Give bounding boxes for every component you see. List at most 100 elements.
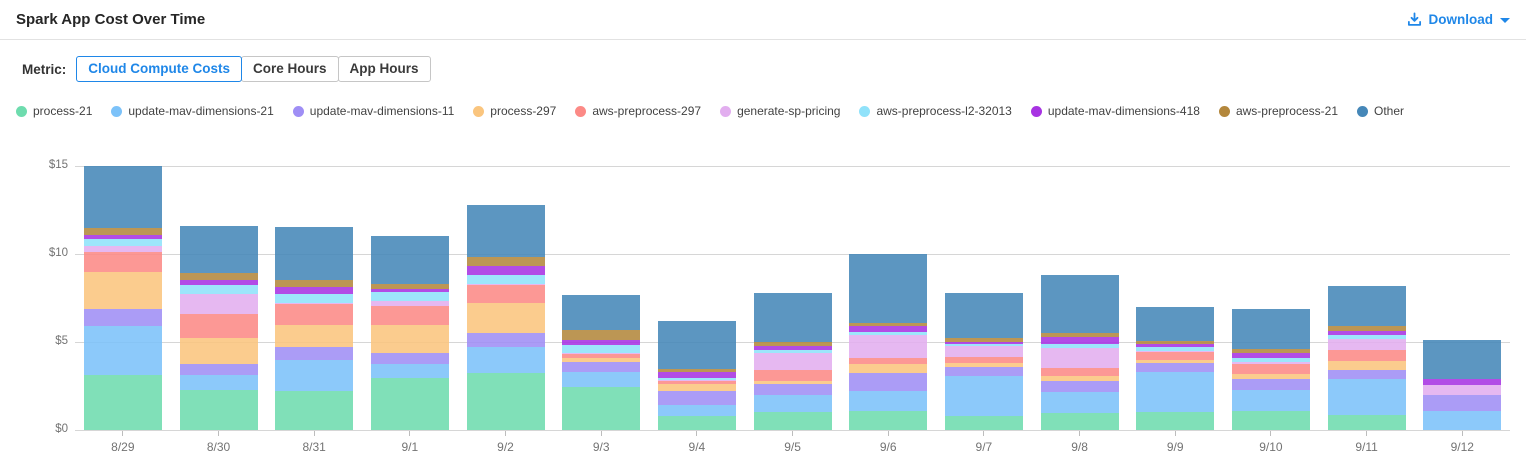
bar-segment-aws-preprocess-297[interactable] — [179, 313, 258, 338]
bar-segment-process-297[interactable] — [562, 357, 641, 363]
bar-segment-generate-sp-pricing[interactable] — [83, 246, 162, 253]
bar-segment-update-mav-dimensions-11[interactable] — [83, 308, 162, 327]
bar-segment-update-mav-dimensions-21[interactable] — [275, 360, 354, 392]
bar-segment-update-mav-dimensions-418[interactable] — [562, 340, 641, 345]
bar-segment-aws-preprocess-297[interactable] — [1040, 368, 1119, 377]
bar-segment-update-mav-dimensions-11[interactable] — [1136, 363, 1215, 372]
bar-segment-update-mav-dimensions-11[interactable] — [179, 364, 258, 376]
bar-segment-aws-preprocess-21[interactable] — [179, 273, 258, 280]
legend-item-aws-preprocess-21[interactable]: aws-preprocess-21 — [1218, 104, 1338, 118]
bar-segment-update-mav-dimensions-11[interactable] — [1231, 378, 1310, 390]
bar-segment-aws-preprocess-l2-32013[interactable] — [753, 349, 832, 354]
bar-segment-Other[interactable] — [1423, 340, 1502, 379]
bar-segment-process-297[interactable] — [1136, 359, 1215, 364]
stacked-bar-9/11[interactable] — [1327, 285, 1406, 430]
bar-segment-update-mav-dimensions-418[interactable] — [179, 279, 258, 285]
bar-segment-update-mav-dimensions-11[interactable] — [562, 362, 641, 372]
bar-segment-aws-preprocess-l2-32013[interactable] — [1231, 357, 1310, 363]
bar-segment-aws-preprocess-297[interactable] — [1231, 364, 1310, 374]
stacked-bar-8/31[interactable] — [275, 226, 354, 430]
bar-segment-update-mav-dimensions-418[interactable] — [1327, 330, 1406, 336]
bar-segment-process-21[interactable] — [275, 391, 354, 430]
bar-segment-update-mav-dimensions-418[interactable] — [753, 346, 832, 350]
stacked-bar-8/30[interactable] — [179, 225, 258, 430]
bar-segment-generate-sp-pricing[interactable] — [1231, 362, 1310, 365]
bar-segment-aws-preprocess-21[interactable] — [849, 322, 928, 327]
metric-tab-cloud-compute-costs[interactable]: Cloud Compute Costs — [76, 56, 243, 82]
bar-segment-update-mav-dimensions-11[interactable] — [944, 366, 1023, 377]
bar-segment-generate-sp-pricing[interactable] — [753, 353, 832, 371]
bar-segment-update-mav-dimensions-21[interactable] — [1231, 389, 1310, 411]
stacked-bar-9/3[interactable] — [562, 294, 641, 430]
stacked-bar-9/6[interactable] — [849, 254, 928, 430]
bar-segment-aws-preprocess-297[interactable] — [1136, 351, 1215, 360]
bar-segment-process-297[interactable] — [657, 384, 736, 392]
bar-segment-aws-preprocess-297[interactable] — [1327, 349, 1406, 361]
bar-segment-update-mav-dimensions-21[interactable] — [753, 394, 832, 412]
bar-segment-process-297[interactable] — [849, 364, 928, 373]
bar-segment-process-21[interactable] — [753, 411, 832, 430]
bar-segment-process-21[interactable] — [1231, 410, 1310, 430]
bar-segment-aws-preprocess-297[interactable] — [753, 370, 832, 381]
bar-segment-aws-preprocess-297[interactable] — [657, 380, 736, 385]
stacked-bar-9/2[interactable] — [466, 204, 545, 430]
bar-segment-update-mav-dimensions-21[interactable] — [1136, 371, 1215, 412]
bar-segment-update-mav-dimensions-11[interactable] — [1327, 370, 1406, 379]
stacked-bar-9/9[interactable] — [1136, 306, 1215, 430]
bar-segment-update-mav-dimensions-11[interactable] — [370, 352, 449, 365]
bar-segment-generate-sp-pricing[interactable] — [657, 379, 736, 381]
bar-segment-Other[interactable] — [562, 294, 641, 330]
bar-segment-Other[interactable] — [849, 254, 928, 323]
bar-segment-aws-preprocess-l2-32013[interactable] — [1327, 335, 1406, 340]
bar-segment-generate-sp-pricing[interactable] — [849, 334, 928, 358]
bar-segment-generate-sp-pricing[interactable] — [1423, 385, 1502, 395]
bar-segment-generate-sp-pricing[interactable] — [562, 353, 641, 355]
bar-segment-aws-preprocess-21[interactable] — [944, 337, 1023, 343]
bar-segment-update-mav-dimensions-21[interactable] — [944, 376, 1023, 416]
bar-segment-aws-preprocess-297[interactable] — [83, 252, 162, 272]
bar-segment-Other[interactable] — [179, 225, 258, 274]
legend-item-process-297[interactable]: process-297 — [473, 104, 556, 118]
bar-segment-process-297[interactable] — [944, 363, 1023, 367]
bar-segment-update-mav-dimensions-418[interactable] — [275, 286, 354, 294]
bar-segment-aws-preprocess-l2-32013[interactable] — [1040, 343, 1119, 349]
bar-segment-update-mav-dimensions-418[interactable] — [1423, 378, 1502, 386]
bar-segment-aws-preprocess-l2-32013[interactable] — [83, 239, 162, 247]
bar-segment-aws-preprocess-l2-32013[interactable] — [657, 378, 736, 380]
stacked-bar-9/8[interactable] — [1040, 275, 1119, 430]
bar-segment-generate-sp-pricing[interactable] — [466, 283, 545, 285]
legend-item-aws-preprocess-297[interactable]: aws-preprocess-297 — [575, 104, 701, 118]
bar-segment-generate-sp-pricing[interactable] — [944, 346, 1023, 357]
bar-segment-aws-preprocess-21[interactable] — [1136, 341, 1215, 344]
legend-item-process-21[interactable]: process-21 — [16, 104, 92, 118]
bar-segment-aws-preprocess-21[interactable] — [1327, 326, 1406, 331]
bar-segment-update-mav-dimensions-418[interactable] — [944, 342, 1023, 344]
bar-segment-process-21[interactable] — [944, 415, 1023, 430]
bar-segment-generate-sp-pricing[interactable] — [1327, 339, 1406, 350]
bar-segment-update-mav-dimensions-418[interactable] — [466, 266, 545, 276]
stacked-bar-9/5[interactable] — [753, 292, 832, 430]
bar-segment-aws-preprocess-l2-32013[interactable] — [944, 343, 1023, 347]
bar-segment-update-mav-dimensions-11[interactable] — [753, 384, 832, 395]
bar-segment-update-mav-dimensions-21[interactable] — [370, 364, 449, 379]
bar-segment-update-mav-dimensions-11[interactable] — [275, 347, 354, 361]
bar-segment-update-mav-dimensions-21[interactable] — [657, 405, 736, 416]
bar-segment-Other[interactable] — [466, 204, 545, 257]
bar-segment-aws-preprocess-21[interactable] — [466, 256, 545, 267]
bar-segment-process-297[interactable] — [1327, 360, 1406, 371]
legend-item-update-mav-dimensions-11[interactable]: update-mav-dimensions-11 — [292, 104, 454, 118]
stacked-bar-9/12[interactable] — [1423, 340, 1502, 430]
bar-segment-Other[interactable] — [1327, 285, 1406, 327]
bar-segment-process-297[interactable] — [179, 337, 258, 365]
bar-segment-aws-preprocess-l2-32013[interactable] — [1136, 347, 1215, 351]
bar-segment-process-21[interactable] — [657, 415, 736, 430]
legend-item-generate-sp-pricing[interactable]: generate-sp-pricing — [720, 104, 840, 118]
bar-segment-aws-preprocess-21[interactable] — [370, 284, 449, 290]
bar-segment-Other[interactable] — [1136, 306, 1215, 342]
bar-segment-process-21[interactable] — [1136, 411, 1215, 430]
bar-segment-process-297[interactable] — [1231, 373, 1310, 379]
bar-segment-generate-sp-pricing[interactable] — [275, 303, 354, 305]
bar-segment-aws-preprocess-l2-32013[interactable] — [466, 275, 545, 284]
bar-segment-update-mav-dimensions-11[interactable] — [466, 333, 545, 348]
bar-segment-process-297[interactable] — [753, 380, 832, 385]
